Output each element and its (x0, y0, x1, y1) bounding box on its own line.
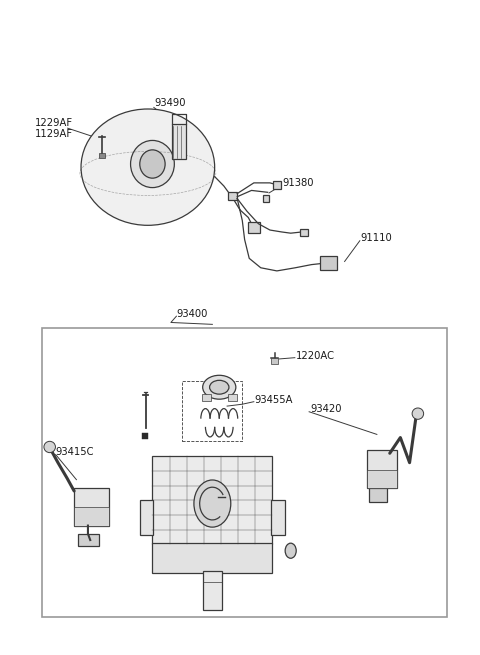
Text: 93400: 93400 (177, 309, 208, 319)
Ellipse shape (412, 408, 424, 419)
Bar (273, 181, 281, 189)
Bar (78, 534, 98, 546)
Bar (74, 507, 108, 525)
Text: 93415C: 93415C (56, 447, 94, 457)
Bar (142, 433, 148, 440)
Bar (367, 450, 396, 488)
Bar (228, 192, 237, 200)
Ellipse shape (44, 441, 56, 453)
Text: 93420: 93420 (310, 404, 342, 414)
Ellipse shape (203, 375, 236, 399)
Ellipse shape (131, 140, 174, 187)
Bar (202, 394, 211, 401)
Bar (369, 489, 387, 502)
Text: 1220AC: 1220AC (296, 351, 335, 361)
Bar (153, 457, 272, 544)
Circle shape (285, 543, 296, 558)
Bar (74, 488, 108, 525)
Bar (228, 394, 237, 401)
Text: 93455A: 93455A (255, 395, 293, 405)
Bar (367, 470, 396, 488)
Bar (248, 222, 260, 233)
Text: 93490: 93490 (155, 98, 186, 108)
Bar (172, 124, 186, 159)
Bar (263, 195, 269, 202)
Ellipse shape (140, 150, 165, 178)
Ellipse shape (210, 381, 229, 394)
Text: 91380: 91380 (283, 178, 314, 188)
Bar (140, 500, 154, 535)
Text: 1129AF: 1129AF (35, 129, 73, 139)
Text: 1229AF: 1229AF (35, 117, 73, 128)
Bar (182, 381, 242, 441)
Bar (42, 328, 447, 617)
Bar (99, 153, 105, 158)
Bar (271, 500, 285, 535)
Ellipse shape (194, 480, 231, 527)
Bar (203, 571, 222, 610)
Bar (153, 542, 272, 572)
Bar (271, 358, 278, 364)
Bar (300, 229, 308, 236)
Ellipse shape (81, 109, 215, 225)
Text: 91110: 91110 (361, 233, 393, 243)
Bar (320, 256, 337, 270)
